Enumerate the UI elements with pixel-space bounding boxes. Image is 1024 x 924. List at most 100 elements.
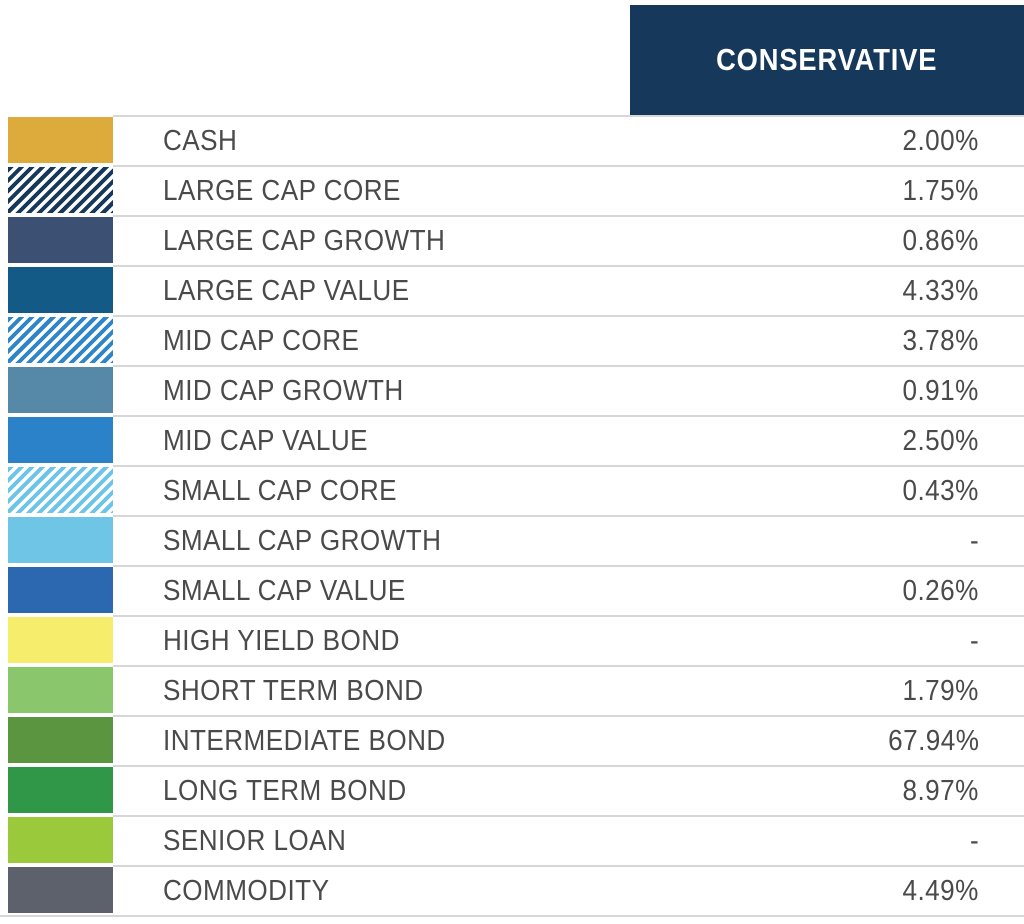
table-row: COMMODITY 4.49% [0, 865, 1024, 915]
asset-label: LARGE CAP VALUE [163, 274, 410, 307]
asset-label: MID CAP CORE [163, 324, 360, 357]
table-row: MID CAP GROWTH 0.91% [0, 365, 1024, 415]
asset-label: HIGH YIELD BOND [163, 624, 400, 657]
asset-value: 8.97% [902, 774, 979, 807]
asset-value: - [969, 524, 979, 557]
row-content: LARGE CAP GROWTH 0.86% [113, 215, 1024, 265]
swatch-cell [0, 315, 113, 365]
asset-color-swatch [8, 667, 113, 713]
asset-label: LARGE CAP GROWTH [163, 224, 446, 257]
asset-value: 3.78% [902, 324, 979, 357]
swatch-cell [0, 465, 113, 515]
asset-color-swatch [8, 317, 113, 363]
portfolio-name: CONSERVATIVE [716, 42, 938, 77]
asset-label: CASH [163, 124, 238, 157]
row-content: SMALL CAP CORE 0.43% [113, 465, 1024, 515]
swatch-cell [0, 815, 113, 865]
asset-value: 67.94% [887, 724, 979, 757]
table-row: LARGE CAP CORE 1.75% [0, 165, 1024, 215]
row-content: COMMODITY 4.49% [113, 865, 1024, 915]
asset-value: 0.91% [902, 374, 979, 407]
asset-label: LONG TERM BOND [163, 774, 407, 807]
table-row: INTERMEDIATE BOND 67.94% [0, 715, 1024, 765]
asset-label: MID CAP GROWTH [163, 374, 404, 407]
asset-value: 1.75% [902, 174, 979, 207]
row-content: LONG TERM BOND 8.97% [113, 765, 1024, 815]
asset-color-swatch [8, 567, 113, 613]
table-row: SMALL CAP GROWTH - [0, 515, 1024, 565]
asset-label: MID CAP VALUE [163, 424, 369, 457]
table-row: LARGE CAP GROWTH 0.86% [0, 215, 1024, 265]
table-row: LONG TERM BOND 8.97% [0, 765, 1024, 815]
swatch-cell [0, 615, 113, 665]
swatch-cell [0, 115, 113, 165]
asset-value: - [969, 824, 979, 857]
row-content: SMALL CAP VALUE 0.26% [113, 565, 1024, 615]
swatch-cell [0, 265, 113, 315]
asset-label: INTERMEDIATE BOND [163, 724, 446, 757]
portfolio-header: CONSERVATIVE [630, 5, 1024, 115]
row-content: MID CAP CORE 3.78% [113, 315, 1024, 365]
row-content: HIGH YIELD BOND - [113, 615, 1024, 665]
asset-color-swatch [8, 717, 113, 763]
asset-color-swatch [8, 617, 113, 663]
swatch-cell [0, 665, 113, 715]
row-content: LARGE CAP VALUE 4.33% [113, 265, 1024, 315]
asset-label: SMALL CAP GROWTH [163, 524, 442, 557]
table-row: SMALL CAP CORE 0.43% [0, 465, 1024, 515]
row-content: SMALL CAP GROWTH - [113, 515, 1024, 565]
asset-color-swatch [8, 167, 113, 213]
swatch-cell [0, 415, 113, 465]
row-content: SHORT TERM BOND 1.79% [113, 665, 1024, 715]
table-row: LARGE CAP VALUE 4.33% [0, 265, 1024, 315]
swatch-cell [0, 715, 113, 765]
row-content: MID CAP VALUE 2.50% [113, 415, 1024, 465]
table-row: MID CAP CORE 3.78% [0, 315, 1024, 365]
asset-label: SMALL CAP VALUE [163, 574, 406, 607]
asset-value: 0.43% [902, 474, 979, 507]
row-content: SENIOR LOAN - [113, 815, 1024, 865]
asset-color-swatch [8, 217, 113, 263]
table-row: CASH 2.00% [0, 115, 1024, 165]
asset-label: SHORT TERM BOND [163, 674, 424, 707]
swatch-cell [0, 515, 113, 565]
table-row: SMALL CAP VALUE 0.26% [0, 565, 1024, 615]
asset-color-swatch [8, 517, 113, 563]
swatch-cell [0, 565, 113, 615]
swatch-cell [0, 215, 113, 265]
row-content: LARGE CAP CORE 1.75% [113, 165, 1024, 215]
asset-value: 2.00% [902, 124, 979, 157]
asset-color-swatch [8, 817, 113, 863]
asset-value: - [969, 624, 979, 657]
row-content: MID CAP GROWTH 0.91% [113, 365, 1024, 415]
asset-color-swatch [8, 417, 113, 463]
asset-value: 2.50% [902, 424, 979, 457]
asset-value: 0.86% [902, 224, 979, 257]
row-content: INTERMEDIATE BOND 67.94% [113, 715, 1024, 765]
asset-color-swatch [8, 767, 113, 813]
asset-value: 4.33% [902, 274, 979, 307]
swatch-cell [0, 365, 113, 415]
asset-color-swatch [8, 867, 113, 913]
table-row: SENIOR LOAN - [0, 815, 1024, 865]
asset-color-swatch [8, 117, 113, 163]
table-row: HIGH YIELD BOND - [0, 615, 1024, 665]
asset-label: COMMODITY [163, 874, 330, 907]
asset-color-swatch [8, 367, 113, 413]
row-content: CASH 2.00% [113, 115, 1024, 165]
swatch-cell [0, 865, 113, 915]
asset-label: SMALL CAP CORE [163, 474, 398, 507]
asset-value: 1.79% [902, 674, 979, 707]
table-row: SHORT TERM BOND 1.79% [0, 665, 1024, 715]
asset-value: 0.26% [902, 574, 979, 607]
allocation-table: CASH 2.00% LARGE CAP CORE 1.75% LARGE CAP GR… [0, 115, 1024, 917]
asset-color-swatch [8, 467, 113, 513]
asset-color-swatch [8, 267, 113, 313]
asset-label: SENIOR LOAN [163, 824, 347, 857]
swatch-cell [0, 765, 113, 815]
asset-value: 4.49% [902, 874, 979, 907]
table-row: MID CAP VALUE 2.50% [0, 415, 1024, 465]
swatch-cell [0, 165, 113, 215]
asset-label: LARGE CAP CORE [163, 174, 401, 207]
